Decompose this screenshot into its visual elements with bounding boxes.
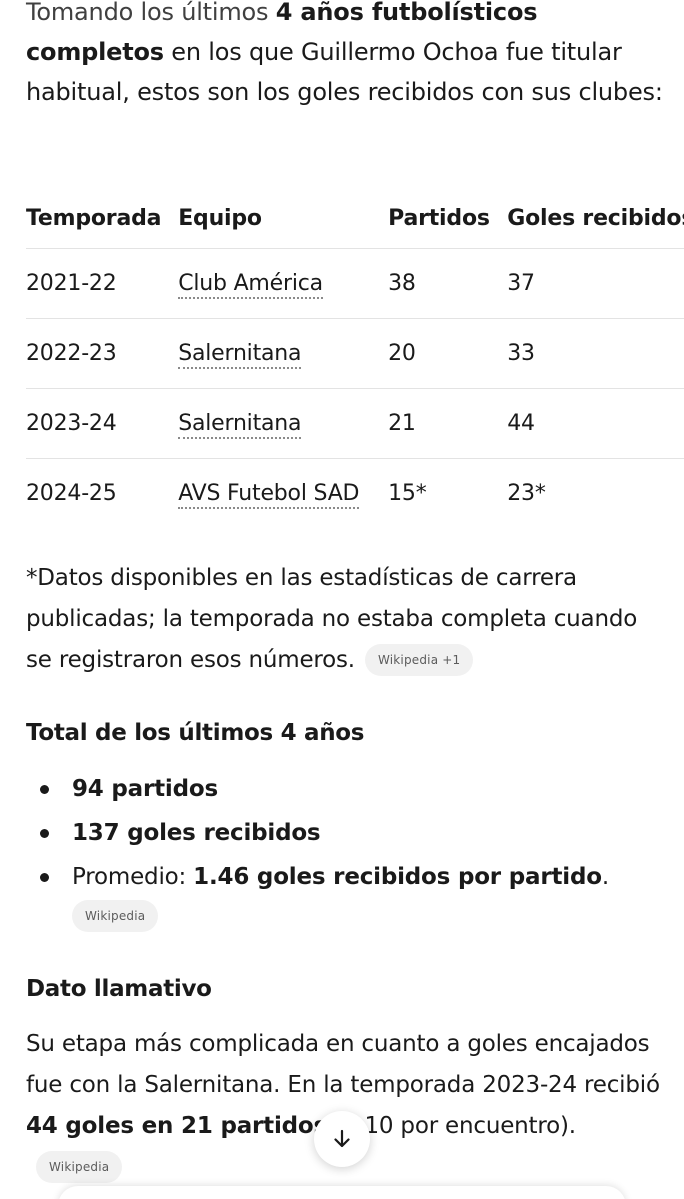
fact-bold: 44 goles en 21 partidos xyxy=(26,1113,328,1139)
source-chip[interactable]: Wikipedia xyxy=(36,1151,123,1183)
scroll-down-button[interactable] xyxy=(314,1111,370,1167)
item-bold: 1.46 goles recibidos por partido xyxy=(193,864,602,890)
cell-team: Club América xyxy=(178,248,389,319)
cell-team: AVS Futebol SAD xyxy=(178,459,388,529)
totals-list: 94 partidos 137 goles recibidos Promedio… xyxy=(26,768,609,900)
table-header-row: Temporada Equipo Partidos Goles recibido… xyxy=(26,188,684,249)
goals-table: Temporada Equipo Partidos Goles recibido… xyxy=(26,188,684,528)
cell-matches: 20 xyxy=(388,318,508,389)
item-prefix: Promedio: xyxy=(72,864,194,890)
cell-matches: 21 xyxy=(388,388,508,459)
bullet-icon xyxy=(40,785,49,794)
header-matches: Partidos xyxy=(388,188,508,249)
table-row: 2023-24 Salernitana 21 44 xyxy=(26,388,684,459)
footnote-text: *Datos disponibles en las estadísticas d… xyxy=(26,565,638,673)
cell-season: 2023-24 xyxy=(26,388,179,459)
cell-team: Salernitana xyxy=(178,318,389,389)
cell-goals: 23* xyxy=(507,481,546,506)
cell-season: 2024-25 xyxy=(26,481,117,506)
cell-matches: 38 xyxy=(388,248,508,319)
cell-goals: 33 xyxy=(507,318,684,389)
source-chip[interactable]: Wikipedia +1 xyxy=(364,644,474,676)
table-row: 2022-23 Salernitana 20 33 xyxy=(26,318,684,389)
intro-paragraph-wrap: Tomando los últimos 4 años futbolísticos… xyxy=(26,0,666,112)
totals-heading: Total de los últimos 4 años xyxy=(26,720,365,746)
fact-text-1: Su etapa más complicada en cuanto a gole… xyxy=(26,1031,660,1098)
intro-text-2: en los que Guillermo Ochoa fue titular h… xyxy=(26,38,663,106)
table-row: 2024-25 AVS Futebol SAD 15* 23* xyxy=(26,459,684,529)
cell-matches: 15* xyxy=(388,481,427,506)
header-team: Equipo xyxy=(178,188,389,249)
arrow-down-icon xyxy=(334,1129,350,1148)
list-item: 94 partidos xyxy=(26,768,609,812)
intro-text-1: Tomando los últimos xyxy=(26,0,276,26)
goals-table-wrap[interactable]: Temporada Equipo Partidos Goles recibido… xyxy=(26,188,684,528)
fact-paragraph: Su etapa más complicada en cuanto a gole… xyxy=(26,1024,666,1188)
intro-paragraph: Tomando los últimos 4 años futbolísticos… xyxy=(26,0,666,112)
fact-heading: Dato llamativo xyxy=(26,976,212,1002)
source-chip[interactable]: Wikipedia xyxy=(72,900,159,932)
cell-goals: 44 xyxy=(507,388,684,459)
composer-bar[interactable] xyxy=(58,1186,626,1199)
item-bold: 137 goles recibidos xyxy=(72,820,321,846)
intro-bold: 4 años futbolísticos completos xyxy=(26,0,538,66)
header-goals: Goles recibidos xyxy=(507,188,684,249)
list-item: Promedio: 1.46 goles recibidos por parti… xyxy=(26,856,609,900)
cell-goals: 37 xyxy=(507,248,684,319)
team-link[interactable]: Club América xyxy=(178,271,323,299)
team-link[interactable]: AVS Futebol SAD xyxy=(178,481,359,509)
cell-team: Salernitana xyxy=(178,388,389,459)
bullet-icon xyxy=(40,873,49,882)
team-link[interactable]: Salernitana xyxy=(178,411,302,439)
item-bold: 94 partidos xyxy=(72,776,218,802)
cell-season: 2021-22 xyxy=(26,248,179,319)
cell-season: 2022-23 xyxy=(26,318,179,389)
team-link[interactable]: Salernitana xyxy=(178,341,302,369)
list-item: 137 goles recibidos xyxy=(26,812,609,856)
totals-source-wrap: Wikipedia xyxy=(72,900,159,932)
table-row: 2021-22 Club América 38 37 xyxy=(26,248,684,319)
fact-text-2: (2.10 por encuentro). xyxy=(327,1113,576,1139)
header-season: Temporada xyxy=(26,188,179,249)
footnote: *Datos disponibles en las estadísticas d… xyxy=(26,558,666,681)
item-suffix: . xyxy=(601,864,609,890)
bullet-icon xyxy=(40,829,49,838)
